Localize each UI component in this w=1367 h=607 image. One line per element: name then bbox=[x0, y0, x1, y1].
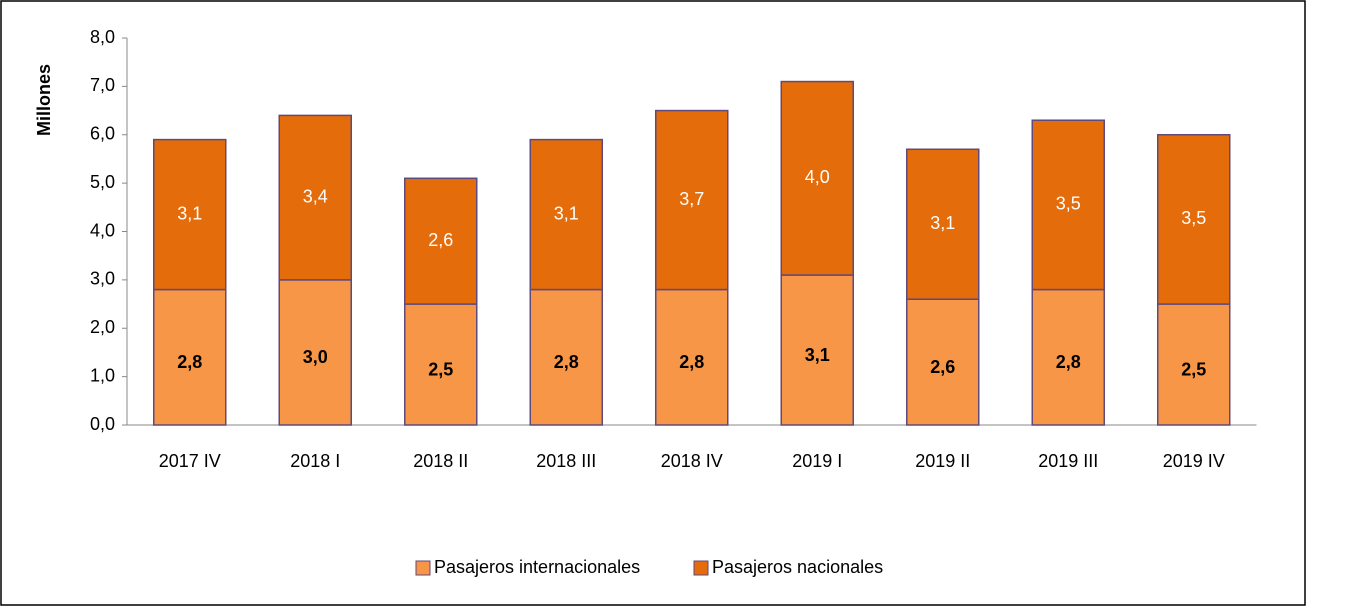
x-tick-label: 2018 I bbox=[290, 451, 340, 471]
y-tick-label: 5,0 bbox=[90, 172, 115, 192]
x-tick-label: 2018 IV bbox=[661, 451, 723, 471]
value-label: 2,8 bbox=[679, 352, 704, 372]
value-label: 3,1 bbox=[805, 345, 830, 365]
x-tick-label: 2019 I bbox=[792, 451, 842, 471]
value-label: 2,5 bbox=[1181, 359, 1206, 379]
bar-segment bbox=[278, 114, 352, 281]
x-tick-label: 2018 II bbox=[413, 451, 468, 471]
value-label: 3,7 bbox=[679, 189, 704, 209]
bar-segment bbox=[529, 288, 603, 426]
bar-segment bbox=[153, 138, 227, 291]
y-tick-label: 3,0 bbox=[90, 269, 115, 289]
bar-segment bbox=[404, 177, 478, 305]
legend-label: Pasajeros nacionales bbox=[712, 557, 883, 577]
x-tick-label: 2017 IV bbox=[159, 451, 221, 471]
y-tick-label: 2,0 bbox=[90, 317, 115, 337]
value-label: 3,1 bbox=[930, 213, 955, 233]
x-tick-label: 2019 IV bbox=[1163, 451, 1225, 471]
value-label: 4,0 bbox=[805, 167, 830, 187]
bar-segment bbox=[1157, 303, 1231, 426]
bar-segment bbox=[780, 274, 854, 426]
value-label: 3,1 bbox=[177, 203, 202, 223]
legend-label: Pasajeros internacionales bbox=[434, 557, 640, 577]
bar-segment bbox=[906, 148, 980, 300]
y-tick-label: 1,0 bbox=[90, 365, 115, 385]
x-tick-label: 2018 III bbox=[536, 451, 596, 471]
value-label: 3,5 bbox=[1181, 208, 1206, 228]
value-label: 2,8 bbox=[177, 352, 202, 372]
x-tick-label: 2019 III bbox=[1038, 451, 1098, 471]
value-label: 3,1 bbox=[554, 203, 579, 223]
value-label: 2,8 bbox=[1056, 352, 1081, 372]
value-label: 2,6 bbox=[930, 357, 955, 377]
legend-swatch bbox=[693, 560, 709, 576]
value-label: 2,6 bbox=[428, 230, 453, 250]
bar-segment bbox=[529, 138, 603, 291]
bar-segment bbox=[780, 80, 854, 276]
chart-frame bbox=[0, 0, 1306, 606]
y-tick-label: 0,0 bbox=[90, 414, 115, 434]
y-axis-label: Millones bbox=[34, 64, 54, 136]
y-tick-label: 7,0 bbox=[90, 75, 115, 95]
x-tick-label: 2019 II bbox=[915, 451, 970, 471]
y-tick-label: 8,0 bbox=[90, 27, 115, 47]
value-label: 3,4 bbox=[303, 186, 328, 206]
y-tick-label: 4,0 bbox=[90, 220, 115, 240]
bar-segment bbox=[1031, 119, 1105, 291]
value-label: 2,5 bbox=[428, 359, 453, 379]
value-label: 3,5 bbox=[1056, 194, 1081, 214]
bar-segment bbox=[153, 288, 227, 426]
bar-segment bbox=[1157, 134, 1231, 305]
bar-segment bbox=[655, 109, 729, 291]
legend-swatch bbox=[415, 560, 431, 576]
value-label: 2,8 bbox=[554, 352, 579, 372]
bar-segment bbox=[278, 279, 352, 426]
bar-segment bbox=[655, 288, 729, 426]
y-tick-label: 6,0 bbox=[90, 124, 115, 144]
value-label: 3,0 bbox=[303, 347, 328, 367]
